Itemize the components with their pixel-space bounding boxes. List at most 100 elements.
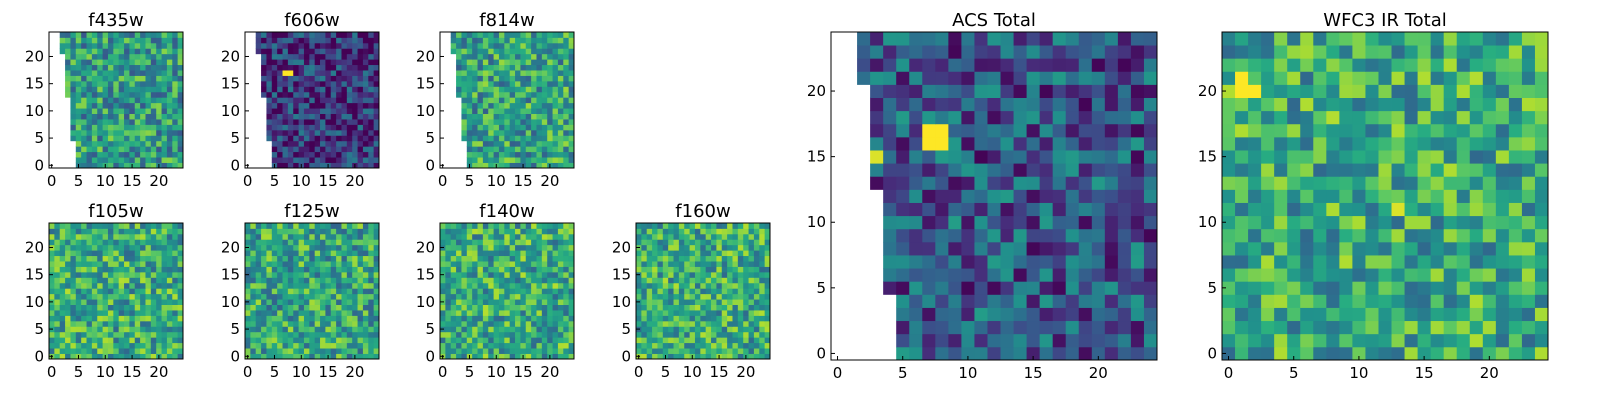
heatmap-cell	[277, 326, 283, 333]
heatmap-cell	[525, 255, 532, 262]
heatmap-cell	[97, 293, 103, 300]
heatmap-cell	[961, 241, 975, 256]
heatmap-cell	[541, 80, 548, 87]
heatmap-cell	[711, 299, 717, 305]
heatmap-cell	[498, 331, 505, 338]
heatmap-cell	[1130, 268, 1145, 282]
heatmap-cell	[477, 315, 484, 322]
heatmap-cell	[1013, 32, 1027, 46]
heatmap-cell	[341, 162, 348, 169]
heatmap-cell	[86, 353, 93, 360]
heatmap-cell	[1117, 228, 1132, 243]
heatmap-cell	[652, 293, 658, 300]
heatmap-cell	[1391, 307, 1405, 322]
heatmap-cell	[547, 59, 553, 66]
heatmap-cell	[737, 261, 744, 267]
x-tick-label: 20	[345, 172, 364, 190]
heatmap-cell	[711, 310, 717, 316]
heatmap-cell	[107, 342, 114, 349]
heatmap-cell	[177, 342, 184, 349]
heatmap-cell	[732, 250, 739, 257]
heatmap-cell	[922, 320, 936, 335]
heatmap-cell	[935, 333, 949, 348]
heatmap-cell	[525, 151, 532, 158]
heatmap-cell	[172, 228, 179, 235]
heatmap-cell	[320, 102, 326, 109]
heatmap-cell	[129, 146, 136, 153]
heatmap-cell	[552, 102, 559, 109]
heatmap-cell	[357, 108, 364, 114]
heatmap-cell	[461, 80, 468, 87]
heatmap-cell	[166, 53, 173, 60]
heatmap-cell	[277, 320, 283, 327]
heatmap-cell	[336, 353, 342, 360]
heatmap-cell	[536, 135, 543, 142]
heatmap-cell	[86, 48, 93, 55]
heatmap-cell	[568, 140, 575, 147]
x-tick-label: 5	[270, 172, 280, 190]
heatmap-cell	[309, 239, 316, 246]
heatmap-cell	[440, 255, 446, 262]
x-tick-label: 5	[661, 363, 671, 381]
heatmap-cell	[59, 315, 66, 322]
heatmap-cell	[91, 331, 98, 338]
heatmap-cell	[1222, 346, 1236, 361]
heatmap-cell	[753, 315, 760, 322]
heatmap-cell	[753, 342, 760, 349]
heatmap-cell	[303, 97, 310, 104]
heatmap-cell	[150, 59, 157, 66]
heatmap-cell	[346, 162, 353, 169]
heatmap-cell	[498, 342, 505, 349]
heatmap-cell	[732, 326, 739, 333]
heatmap-cell	[320, 59, 326, 66]
heatmap-cell	[1443, 346, 1458, 361]
heatmap-cell	[282, 157, 289, 163]
heatmap-cell	[678, 342, 685, 349]
heatmap-cell	[368, 37, 375, 44]
heatmap-cell	[694, 315, 701, 322]
heatmap-cell	[743, 315, 749, 322]
heatmap-cell	[477, 70, 484, 76]
heatmap-cell	[1235, 320, 1249, 335]
heatmap-cell	[445, 282, 452, 289]
heatmap-cell	[287, 271, 294, 278]
heatmap-cell	[325, 97, 332, 104]
heatmap-cell	[531, 233, 537, 240]
heatmap-cell	[641, 255, 648, 262]
heatmap-cell	[298, 310, 305, 316]
heatmap-cell	[1052, 84, 1067, 98]
heatmap-cell	[520, 53, 527, 60]
heatmap-cell	[1235, 346, 1249, 361]
heatmap-cell	[563, 91, 570, 98]
heatmap-cell	[504, 239, 511, 246]
heatmap-cell	[641, 266, 648, 273]
heatmap-cell	[293, 59, 299, 66]
heatmap-cell	[1130, 255, 1145, 269]
heatmap-cell	[552, 108, 559, 114]
heatmap-cell	[488, 304, 494, 311]
heatmap-cell	[266, 102, 273, 109]
heatmap-cell	[156, 320, 162, 327]
heatmap-cell	[102, 42, 109, 49]
heatmap-cell	[1143, 333, 1158, 348]
heatmap-cell	[320, 32, 326, 38]
heatmap-cell	[1000, 136, 1014, 151]
heatmap-cell	[81, 64, 87, 71]
heatmap-cell	[493, 326, 500, 333]
heatmap-cell	[129, 282, 136, 289]
heatmap-cell	[482, 48, 489, 55]
x-tick-label: 20	[149, 172, 168, 190]
heatmap-cell	[177, 80, 184, 87]
heatmap-cell	[150, 42, 157, 49]
heatmap-cell	[466, 97, 473, 104]
x-tick-label: 10	[487, 363, 506, 381]
heatmap-cell	[172, 310, 179, 316]
heatmap-cell	[172, 42, 179, 49]
heatmap-cell	[113, 113, 120, 120]
heatmap-cell	[547, 32, 553, 38]
heatmap-cell	[552, 64, 559, 71]
heatmap-cell	[466, 37, 473, 44]
heatmap-cell	[166, 64, 173, 71]
heatmap-cell	[150, 135, 157, 142]
heatmap-cell	[1482, 346, 1497, 361]
